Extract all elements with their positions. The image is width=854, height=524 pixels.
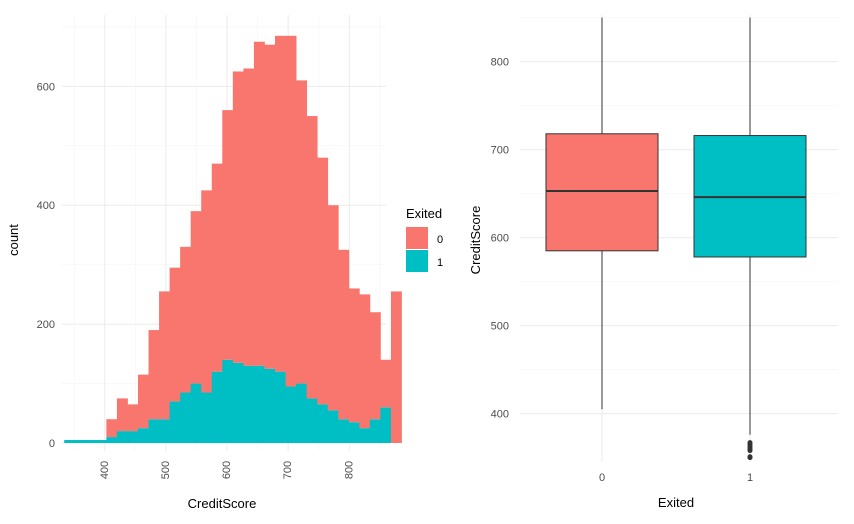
histogram-bar-exited-1 bbox=[190, 383, 202, 443]
outlier-point bbox=[747, 454, 753, 460]
histogram-bar-exited-1 bbox=[348, 422, 360, 443]
histogram-bar-exited-1 bbox=[95, 440, 107, 443]
boxplot-boxes bbox=[545, 17, 807, 461]
histogram-panel: 400 500 600 700 800 0 200 400 600 CreditScore c… bbox=[6, 15, 402, 511]
histogram-bar-exited-1 bbox=[264, 368, 276, 443]
y-tick-label: 700 bbox=[491, 145, 509, 157]
legend-key-1 bbox=[406, 250, 428, 272]
histogram-bar-exited-1 bbox=[137, 428, 149, 443]
histogram-bar-exited-1 bbox=[369, 419, 381, 443]
histogram-bar-exited-1 bbox=[169, 401, 181, 443]
histogram-bar-exited-1 bbox=[85, 440, 97, 443]
histogram-bar-exited-1 bbox=[359, 428, 371, 443]
histogram-bar-exited-1 bbox=[253, 365, 265, 443]
histogram-bar-exited-1 bbox=[201, 392, 213, 443]
histogram-bar-exited-0 bbox=[380, 359, 392, 408]
histogram-bar-exited-0 bbox=[169, 267, 181, 402]
histogram-bar-exited-1 bbox=[296, 383, 308, 443]
histogram-bar-exited-0 bbox=[274, 35, 286, 372]
histogram-bar-exited-0 bbox=[148, 330, 160, 420]
histogram-y-axis-title: count bbox=[6, 224, 21, 256]
histogram-bar-exited-0 bbox=[211, 163, 223, 372]
y-tick-label: 0 bbox=[49, 438, 55, 450]
histogram-bar-exited-0 bbox=[232, 71, 244, 363]
boxplot-y-axis-title: CreditScore bbox=[468, 206, 483, 275]
histogram-bar-exited-1 bbox=[116, 431, 128, 443]
outlier-point bbox=[747, 440, 753, 446]
histogram-bar-exited-0 bbox=[306, 116, 318, 399]
x-tick-label: 800 bbox=[343, 461, 355, 479]
histogram-bar-exited-1 bbox=[338, 419, 350, 443]
histogram-bars bbox=[64, 35, 402, 443]
histogram-bar-exited-1 bbox=[211, 371, 223, 443]
histogram-bar-exited-0 bbox=[106, 419, 118, 438]
histogram-bar-exited-0 bbox=[317, 157, 329, 405]
histogram-bar-exited-1 bbox=[106, 437, 118, 443]
histogram-bar-exited-0 bbox=[338, 249, 350, 420]
boxplot-y-tick-labels: 400 500 600 700 800 bbox=[491, 57, 509, 421]
histogram-bar-exited-0 bbox=[190, 211, 202, 384]
y-tick-label: 600 bbox=[491, 233, 509, 245]
legend: Exited 0 1 bbox=[406, 206, 443, 272]
legend-title: Exited bbox=[406, 206, 442, 221]
histogram-bar-exited-1 bbox=[180, 392, 192, 443]
histogram-bar-exited-0 bbox=[201, 190, 213, 393]
x-tick-label: 1 bbox=[747, 472, 753, 484]
y-tick-label: 400 bbox=[37, 200, 55, 212]
histogram-bar-exited-0 bbox=[327, 205, 339, 411]
histogram-bar-exited-0 bbox=[116, 398, 128, 432]
histogram-bar-exited-1 bbox=[148, 419, 160, 443]
histogram-bar-exited-0 bbox=[296, 80, 308, 384]
histogram-bar-exited-1 bbox=[222, 359, 234, 443]
legend-label-1: 1 bbox=[437, 257, 443, 269]
histogram-bar-exited-1 bbox=[64, 440, 76, 443]
histogram-bar-exited-0 bbox=[359, 294, 371, 429]
histogram-bar-exited-0 bbox=[137, 374, 149, 429]
box-iqr bbox=[545, 133, 659, 252]
histogram-bar-exited-1 bbox=[159, 419, 171, 443]
y-tick-label: 800 bbox=[491, 57, 509, 69]
histogram-bar-exited-0 bbox=[222, 110, 234, 360]
histogram-bar-exited-0 bbox=[127, 404, 139, 432]
histogram-bar-exited-0 bbox=[253, 41, 265, 366]
legend-key-0 bbox=[406, 227, 428, 249]
histogram-bar-exited-0 bbox=[264, 44, 276, 369]
histogram-bar-exited-1 bbox=[327, 410, 339, 443]
histogram-bar-exited-0 bbox=[243, 68, 255, 366]
x-tick-label: 0 bbox=[599, 472, 605, 484]
boxplot-x-axis-title: Exited bbox=[658, 495, 694, 510]
histogram-bar-exited-1 bbox=[306, 398, 318, 443]
y-tick-label: 600 bbox=[37, 81, 55, 93]
y-tick-label: 500 bbox=[491, 321, 509, 333]
histogram-bar-exited-1 bbox=[74, 440, 86, 443]
histogram-y-tick-labels: 0 200 400 600 bbox=[37, 81, 55, 450]
x-tick-label: 700 bbox=[282, 461, 294, 479]
histogram-x-tick-labels: 400 500 600 700 800 bbox=[99, 461, 356, 479]
histogram-x-axis-title: CreditScore bbox=[188, 496, 257, 511]
histogram-bar-exited-1 bbox=[317, 404, 329, 443]
histogram-bar-exited-0 bbox=[369, 312, 381, 420]
histogram-bar-exited-0 bbox=[390, 291, 402, 443]
legend-label-0: 0 bbox=[437, 234, 443, 246]
histogram-bar-exited-0 bbox=[159, 291, 171, 420]
histogram-bar-exited-1 bbox=[285, 386, 297, 443]
histogram-bar-exited-1 bbox=[232, 362, 244, 443]
x-tick-label: 400 bbox=[99, 461, 111, 479]
histogram-bar-exited-0 bbox=[348, 288, 360, 423]
y-tick-label: 200 bbox=[37, 319, 55, 331]
histogram-bar-exited-1 bbox=[127, 431, 139, 443]
histogram-bar-exited-1 bbox=[243, 365, 255, 443]
histogram-bar-exited-0 bbox=[285, 35, 297, 387]
histogram-bar-exited-0 bbox=[180, 246, 192, 393]
histogram-bar-exited-1 bbox=[274, 371, 286, 443]
x-tick-label: 600 bbox=[221, 461, 233, 479]
y-tick-label: 400 bbox=[491, 409, 509, 421]
histogram-bar-exited-1 bbox=[380, 407, 392, 443]
x-tick-label: 500 bbox=[160, 461, 172, 479]
